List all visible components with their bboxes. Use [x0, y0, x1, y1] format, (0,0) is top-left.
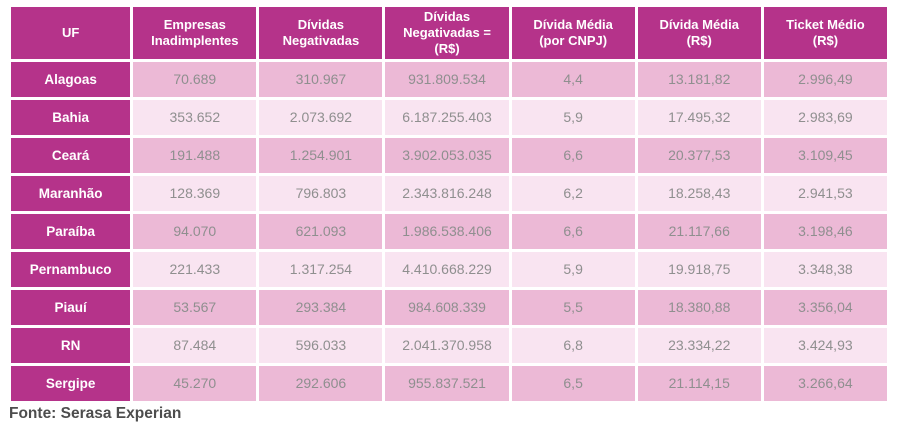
- table-cell: 4,4: [511, 61, 635, 97]
- table-cell: 3.198,46: [763, 213, 887, 249]
- table-cell: 3.109,45: [763, 137, 887, 173]
- table-cell: 6,6: [511, 213, 635, 249]
- table-cell: 221.433: [133, 251, 257, 287]
- table-cell: 984.608.339: [385, 289, 509, 325]
- table-cell: 3.902.053.035: [385, 137, 509, 173]
- table-cell: 955.837.521: [385, 365, 509, 401]
- table-cell: 2.343.816.248: [385, 175, 509, 211]
- table-cell: 931.809.534: [385, 61, 509, 97]
- table-cell: 6,2: [511, 175, 635, 211]
- table-cell: 70.689: [133, 61, 257, 97]
- table-cell: 23.334,22: [637, 327, 761, 363]
- row-header-uf: Maranhão: [11, 175, 131, 211]
- table-cell: 1.317.254: [259, 251, 383, 287]
- table-cell: 293.384: [259, 289, 383, 325]
- table-cell: 2.983,69: [763, 99, 887, 135]
- table-cell: 353.652: [133, 99, 257, 135]
- table-cell: 94.070: [133, 213, 257, 249]
- table-cell: 3.348,38: [763, 251, 887, 287]
- table-cell: 21.114,15: [637, 365, 761, 401]
- row-header-uf: RN: [11, 327, 131, 363]
- header-row: UF Empresas Inadimplentes Dívidas Negati…: [11, 7, 887, 59]
- table-cell: 87.484: [133, 327, 257, 363]
- table-row-sergipe: Sergipe 45.270 292.606 955.837.521 6,5 2…: [11, 365, 887, 401]
- table-row-rn: RN 87.484 596.033 2.041.370.958 6,8 23.3…: [11, 327, 887, 363]
- table-cell: 2.073.692: [259, 99, 383, 135]
- table-cell: 18.380,88: [637, 289, 761, 325]
- table-cell: 53.567: [133, 289, 257, 325]
- column-header-dividas-negativadas: Dívidas Negativadas: [259, 7, 383, 59]
- table-cell: 19.918,75: [637, 251, 761, 287]
- table-cell: 6,8: [511, 327, 635, 363]
- column-header-divida-media-rs: Dívida Média (R$): [637, 7, 761, 59]
- table-cell: 128.369: [133, 175, 257, 211]
- table-cell: 796.803: [259, 175, 383, 211]
- table-cell: 13.181,82: [637, 61, 761, 97]
- table-cell: 621.093: [259, 213, 383, 249]
- table-cell: 5,5: [511, 289, 635, 325]
- row-header-uf: Ceará: [11, 137, 131, 173]
- column-header-dividas-negativadas-rs: Dívidas Negativadas = (R$): [385, 7, 509, 59]
- table-cell: 2.041.370.958: [385, 327, 509, 363]
- table-row-pernambuco: Pernambuco 221.433 1.317.254 4.410.668.2…: [11, 251, 887, 287]
- table-row-paraiba: Paraíba 94.070 621.093 1.986.538.406 6,6…: [11, 213, 887, 249]
- table-row-bahia: Bahia 353.652 2.073.692 6.187.255.403 5,…: [11, 99, 887, 135]
- table-cell: 1.254.901: [259, 137, 383, 173]
- table-cell: 3.424,93: [763, 327, 887, 363]
- row-header-uf: Pernambuco: [11, 251, 131, 287]
- table-row-ceara: Ceará 191.488 1.254.901 3.902.053.035 6,…: [11, 137, 887, 173]
- table-cell: 5,9: [511, 99, 635, 135]
- table-cell: 310.967: [259, 61, 383, 97]
- row-header-uf: Bahia: [11, 99, 131, 135]
- table-row-maranhao: Maranhão 128.369 796.803 2.343.816.248 6…: [11, 175, 887, 211]
- row-header-uf: Piauí: [11, 289, 131, 325]
- table-cell: 4.410.668.229: [385, 251, 509, 287]
- table-cell: 191.488: [133, 137, 257, 173]
- row-header-uf: Alagoas: [11, 61, 131, 97]
- column-header-ticket-medio: Ticket Médio (R$): [763, 7, 887, 59]
- table-row-alagoas: Alagoas 70.689 310.967 931.809.534 4,4 1…: [11, 61, 887, 97]
- table-cell: 6.187.255.403: [385, 99, 509, 135]
- table-cell: 1.986.538.406: [385, 213, 509, 249]
- table-header: UF Empresas Inadimplentes Dívidas Negati…: [11, 7, 887, 59]
- column-header-uf: UF: [11, 7, 131, 59]
- table-cell: 596.033: [259, 327, 383, 363]
- table-cell: 3.356,04: [763, 289, 887, 325]
- row-header-uf: Paraíba: [11, 213, 131, 249]
- table-cell: 21.117,66: [637, 213, 761, 249]
- table-cell: 20.377,53: [637, 137, 761, 173]
- table-cell: 292.606: [259, 365, 383, 401]
- debt-statistics-table: UF Empresas Inadimplentes Dívidas Negati…: [8, 4, 890, 404]
- table-body: Alagoas 70.689 310.967 931.809.534 4,4 1…: [11, 61, 887, 401]
- table-cell: 6,5: [511, 365, 635, 401]
- table-cell: 5,9: [511, 251, 635, 287]
- table-cell: 2.941,53: [763, 175, 887, 211]
- row-header-uf: Sergipe: [11, 365, 131, 401]
- table-cell: 6,6: [511, 137, 635, 173]
- table-cell: 2.996,49: [763, 61, 887, 97]
- column-header-empresas-inadimplentes: Empresas Inadimplentes: [133, 7, 257, 59]
- table-row-piaui: Piauí 53.567 293.384 984.608.339 5,5 18.…: [11, 289, 887, 325]
- table-cell: 18.258,43: [637, 175, 761, 211]
- table-cell: 3.266,64: [763, 365, 887, 401]
- table-cell: 17.495,32: [637, 99, 761, 135]
- source-caption: Fonte: Serasa Experian: [9, 404, 182, 422]
- table-cell: 45.270: [133, 365, 257, 401]
- column-header-divida-media-cnpj: Dívida Média (por CNPJ): [511, 7, 635, 59]
